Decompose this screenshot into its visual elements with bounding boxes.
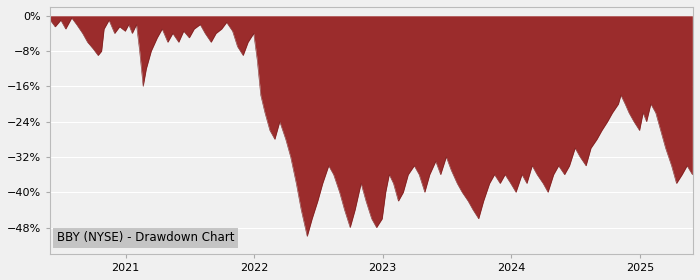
Text: BBY (NYSE) - Drawdown Chart: BBY (NYSE) - Drawdown Chart <box>57 231 234 244</box>
